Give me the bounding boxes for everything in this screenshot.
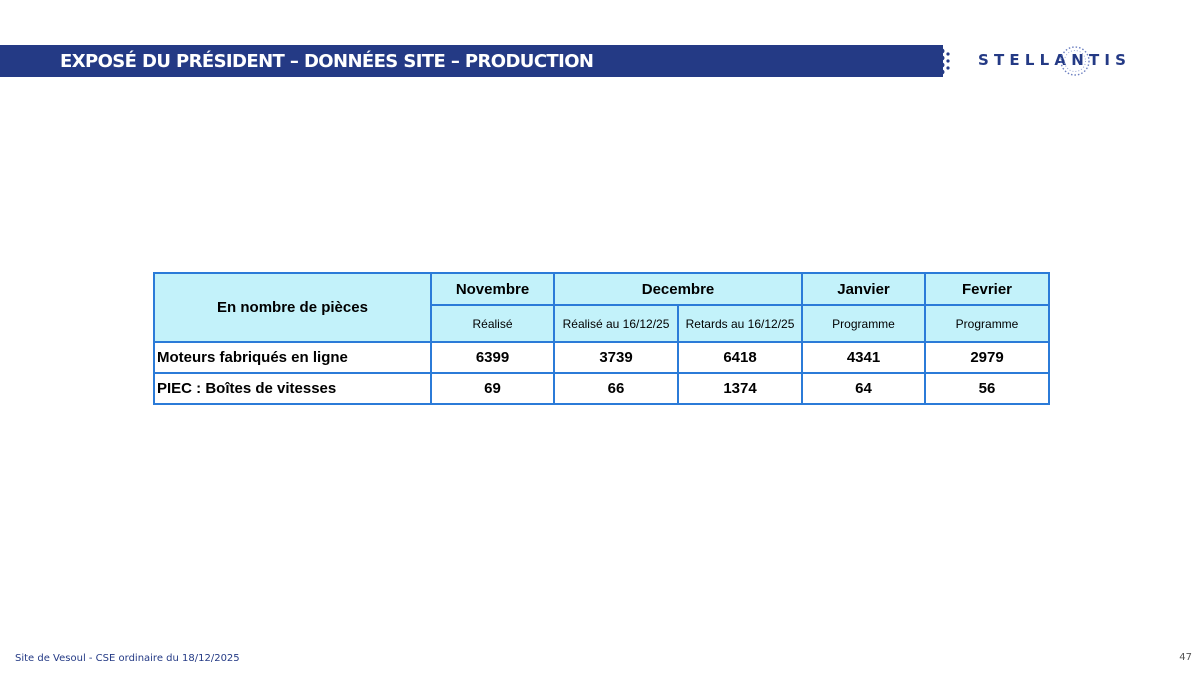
page-number: 47 <box>1179 652 1192 663</box>
month-header-janvier: Janvier <box>801 272 927 306</box>
table-cell: 3739 <box>553 341 679 374</box>
table-cell: 64 <box>801 372 927 405</box>
table-cell: 66 <box>553 372 679 405</box>
logo-dotted-ring-icon <box>1060 46 1090 76</box>
stellantis-logo: STELLANTIS <box>978 46 1148 76</box>
dots-decoration-icon <box>936 45 950 77</box>
table-row: PIEC : Boîtes de vitesses 69 66 1374 64 … <box>153 372 1051 405</box>
table-cell: 6399 <box>430 341 555 374</box>
subheader: Réalisé <box>430 304 555 343</box>
month-header-decembre: Decembre <box>552 272 804 306</box>
production-table: En nombre de pièces Novembre Decembre Ja… <box>153 272 1051 405</box>
table-cell: 1374 <box>676 372 804 405</box>
table-cell: 6418 <box>676 341 804 374</box>
logo-text: STELLANTIS <box>978 51 1132 69</box>
subheader: Retards au 16/12/25 <box>676 304 804 343</box>
footer-text: Site de Vesoul - CSE ordinaire du 18/12/… <box>15 653 240 664</box>
row-label: PIEC : Boîtes de vitesses <box>153 372 432 405</box>
subheader: Programme <box>801 304 927 343</box>
table-cell: 4341 <box>801 341 927 374</box>
table-cell: 56 <box>924 372 1051 405</box>
subheader: Réalisé au 16/12/25 <box>553 304 679 343</box>
subheader: Programme <box>924 304 1051 343</box>
table-cell: 69 <box>430 372 555 405</box>
row-label: Moteurs fabriqués en ligne <box>153 341 432 374</box>
month-header-fevrier: Fevrier <box>924 272 1051 306</box>
month-header-novembre: Novembre <box>430 272 555 306</box>
corner-header: En nombre de pièces <box>153 272 432 343</box>
table-row: Moteurs fabriqués en ligne 6399 3739 641… <box>153 341 1051 374</box>
title-bar: EXPOSÉ DU PRÉSIDENT – DONNÉES SITE – PRO… <box>0 45 943 77</box>
page-title: EXPOSÉ DU PRÉSIDENT – DONNÉES SITE – PRO… <box>60 51 594 72</box>
table-cell: 2979 <box>924 341 1051 374</box>
